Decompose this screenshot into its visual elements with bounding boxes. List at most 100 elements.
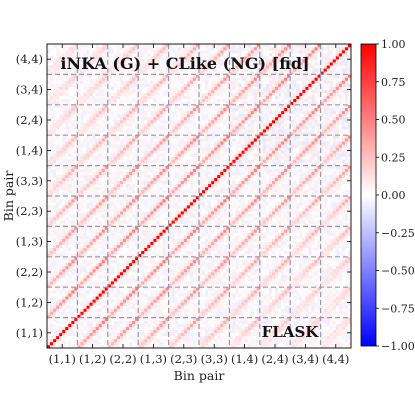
heatmap-cell xyxy=(71,335,75,340)
heatmap-cell xyxy=(107,196,112,200)
heatmap-cell xyxy=(86,338,90,343)
heatmap-cell xyxy=(195,305,200,309)
heatmap-cell xyxy=(199,253,203,258)
heatmap-cell xyxy=(147,314,151,318)
heatmap-cell xyxy=(107,223,112,227)
heatmap-cell xyxy=(165,293,169,297)
heatmap-cell xyxy=(153,253,157,258)
heatmap-cell xyxy=(171,314,175,318)
heatmap-cell xyxy=(135,338,139,343)
heatmap-cell xyxy=(229,232,233,236)
heatmap-cell xyxy=(244,226,248,230)
heatmap-cell xyxy=(214,323,218,327)
heatmap-cell xyxy=(110,232,115,236)
heatmap-cell xyxy=(174,256,178,261)
heatmap-cell xyxy=(317,253,321,258)
heatmap-cell xyxy=(150,220,154,224)
heatmap-cell xyxy=(259,214,264,218)
heatmap-cell xyxy=(326,275,330,279)
heatmap-cell xyxy=(259,314,264,318)
heatmap-cell xyxy=(153,268,157,273)
heatmap-cell xyxy=(123,238,127,242)
heatmap-cell xyxy=(47,341,51,346)
heatmap-cell xyxy=(202,262,206,267)
heatmap-cell xyxy=(238,235,242,239)
heatmap-cell xyxy=(180,238,185,242)
heatmap-cell xyxy=(217,241,221,245)
heatmap-cell xyxy=(59,226,63,230)
heatmap-cell xyxy=(171,226,175,230)
heatmap-cell xyxy=(104,290,109,294)
heatmap-cell xyxy=(129,284,133,288)
heatmap-cell xyxy=(299,278,303,282)
heatmap-cell xyxy=(68,220,72,224)
heatmap-cell xyxy=(101,226,106,230)
heatmap-cell xyxy=(71,278,75,282)
heatmap-cell xyxy=(347,199,351,203)
heatmap-cell xyxy=(68,308,72,312)
heatmap-cell xyxy=(101,262,106,267)
heatmap-cell xyxy=(347,217,351,221)
heatmap-cell xyxy=(183,317,188,321)
heatmap-cell xyxy=(68,205,72,209)
heatmap-cell xyxy=(168,244,172,248)
heatmap-cell xyxy=(250,208,254,212)
heatmap-cell xyxy=(126,241,130,245)
heatmap-cell xyxy=(296,299,300,303)
heatmap-cell xyxy=(311,341,315,346)
heatmap-cell xyxy=(162,272,166,276)
heatmap-cell xyxy=(308,287,312,291)
heatmap-cell xyxy=(174,323,178,327)
heatmap-cell xyxy=(119,202,124,206)
heatmap-cell xyxy=(138,232,142,236)
heatmap-cell xyxy=(262,308,267,312)
heatmap-cell xyxy=(195,323,200,327)
heatmap-cell xyxy=(186,320,191,324)
heatmap-cell xyxy=(326,326,330,331)
heatmap-cell xyxy=(253,238,258,242)
heatmap-cell xyxy=(50,323,54,327)
heatmap-cell xyxy=(107,217,112,221)
heatmap-cell xyxy=(229,323,233,327)
heatmap-cell xyxy=(302,235,306,239)
heatmap-cell xyxy=(123,199,127,203)
heatmap-cell xyxy=(284,332,288,337)
heatmap-cell xyxy=(153,305,157,309)
heatmap-cell xyxy=(95,259,99,264)
heatmap-cell xyxy=(195,268,200,273)
heatmap-cell xyxy=(119,278,124,282)
heatmap-cell xyxy=(83,293,87,297)
heatmap-cell xyxy=(177,341,182,346)
heatmap-cell xyxy=(220,290,224,294)
heatmap-cell xyxy=(144,244,148,248)
heatmap-cell xyxy=(98,326,102,331)
heatmap-cell xyxy=(271,326,276,331)
heatmap-cell xyxy=(195,329,200,334)
heatmap-cell xyxy=(217,226,221,230)
heatmap-cell xyxy=(281,211,285,215)
heatmap-cell xyxy=(202,326,206,331)
heatmap-cell xyxy=(50,338,54,343)
heatmap-cell xyxy=(268,332,273,337)
heatmap-cell xyxy=(89,302,93,306)
heatmap-cell xyxy=(293,247,297,251)
heatmap-cell xyxy=(302,208,306,212)
heatmap-cell xyxy=(317,250,321,255)
heatmap-cell xyxy=(95,293,99,297)
heatmap-cell xyxy=(144,326,148,331)
heatmap-cell xyxy=(192,329,197,334)
heatmap-cell xyxy=(296,268,300,273)
heatmap-cell xyxy=(241,220,245,224)
heatmap-cell xyxy=(262,202,267,206)
heatmap-cell xyxy=(50,250,54,255)
heatmap-cell xyxy=(107,329,112,334)
heatmap-cell xyxy=(299,244,303,248)
heatmap-cell xyxy=(141,208,145,212)
heatmap-cell xyxy=(281,272,285,276)
heatmap-cell xyxy=(335,229,340,233)
heatmap-cell xyxy=(290,281,294,285)
heatmap-cell xyxy=(311,250,315,255)
heatmap-cell xyxy=(168,211,172,215)
heatmap-cell xyxy=(56,338,60,343)
heatmap-cell xyxy=(232,284,236,288)
